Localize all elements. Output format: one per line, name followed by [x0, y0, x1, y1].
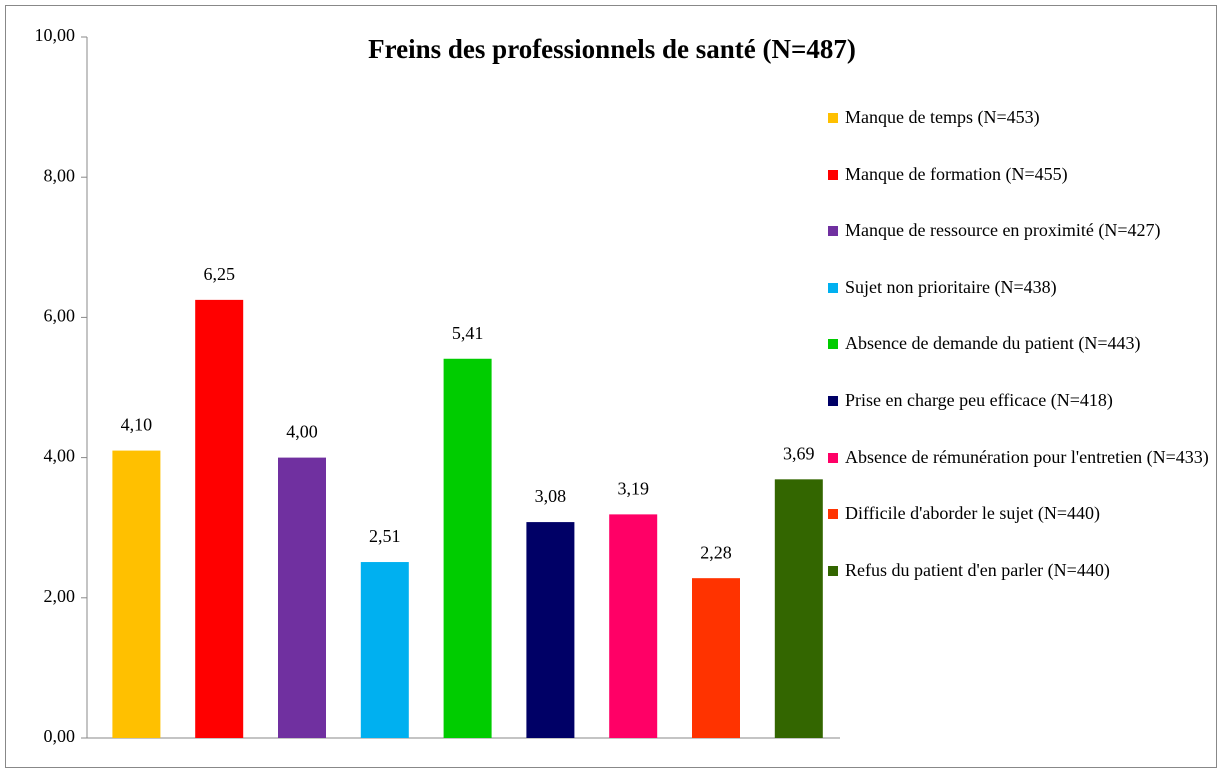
data-label: 5,41 [452, 323, 484, 343]
legend-label: Absence de rémunération pour l'entretien… [845, 446, 1209, 467]
legend-label: Sujet non prioritaire (N=438) [845, 276, 1057, 297]
y-tick-label: 4,00 [44, 446, 76, 466]
legend-label: Manque de temps (N=453) [845, 107, 1040, 127]
legend-label: Absence de demande du patient (N=443) [845, 333, 1141, 354]
bar [278, 457, 326, 738]
bar [443, 358, 492, 738]
bar [774, 479, 823, 738]
bar [692, 578, 740, 738]
y-tick-label: 2,00 [44, 586, 76, 606]
y-tick-label: 6,00 [44, 306, 76, 326]
legend-swatch [828, 396, 838, 406]
y-tick-label: 10,00 [35, 25, 76, 45]
legend-swatch [828, 452, 838, 463]
y-tick-label: 0,00 [44, 726, 76, 746]
data-label: 4,10 [121, 415, 153, 435]
legend-swatch [828, 113, 838, 123]
legend-swatch [828, 339, 838, 350]
legend-item: Absence de rémunération pour l'entretien… [828, 443, 1218, 472]
bar [112, 450, 161, 738]
legend-item: Absence de demande du patient (N=443) [828, 329, 1218, 358]
legend-item: Refus du patient d'en parler (N=440) [828, 556, 1218, 585]
data-label: 3,69 [783, 443, 815, 463]
y-tick-label: 8,00 [44, 165, 76, 185]
legend-item: Manque de temps (N=453) [828, 103, 1218, 132]
legend-label: Manque de ressource en proximité (N=427) [845, 220, 1161, 241]
legend-swatch [828, 169, 838, 180]
legend-item: Manque de ressource en proximité (N=427) [828, 216, 1218, 245]
data-label: 6,25 [203, 264, 235, 284]
bar [195, 299, 244, 738]
legend-item: Manque de formation (N=455) [828, 160, 1218, 189]
legend-label: Difficile d'aborder le sujet (N=440) [845, 503, 1100, 524]
legend-label: Manque de formation (N=455) [845, 163, 1068, 184]
bar [360, 562, 409, 738]
data-label: 2,28 [700, 542, 732, 562]
data-label: 3,08 [535, 486, 567, 506]
legend-label: Prise en charge peu efficace (N=418) [845, 390, 1113, 410]
legend-swatch [828, 226, 838, 237]
legend-item: Difficile d'aborder le sujet (N=440) [828, 499, 1218, 528]
data-label: 4,00 [286, 422, 318, 442]
data-label: 3,19 [617, 479, 649, 499]
legend-label: Refus du patient d'en parler (N=440) [845, 559, 1110, 580]
legend-swatch [828, 565, 838, 576]
bar [526, 522, 575, 738]
legend-item: Sujet non prioritaire (N=438) [828, 273, 1218, 302]
bar [609, 514, 658, 738]
chart-title: Freins des professionnels de santé (N=48… [368, 34, 856, 64]
legend-swatch [828, 509, 838, 520]
data-label: 2,51 [369, 526, 401, 546]
legend-item: Prise en charge peu efficace (N=418) [828, 386, 1218, 415]
legend-swatch [828, 282, 838, 293]
